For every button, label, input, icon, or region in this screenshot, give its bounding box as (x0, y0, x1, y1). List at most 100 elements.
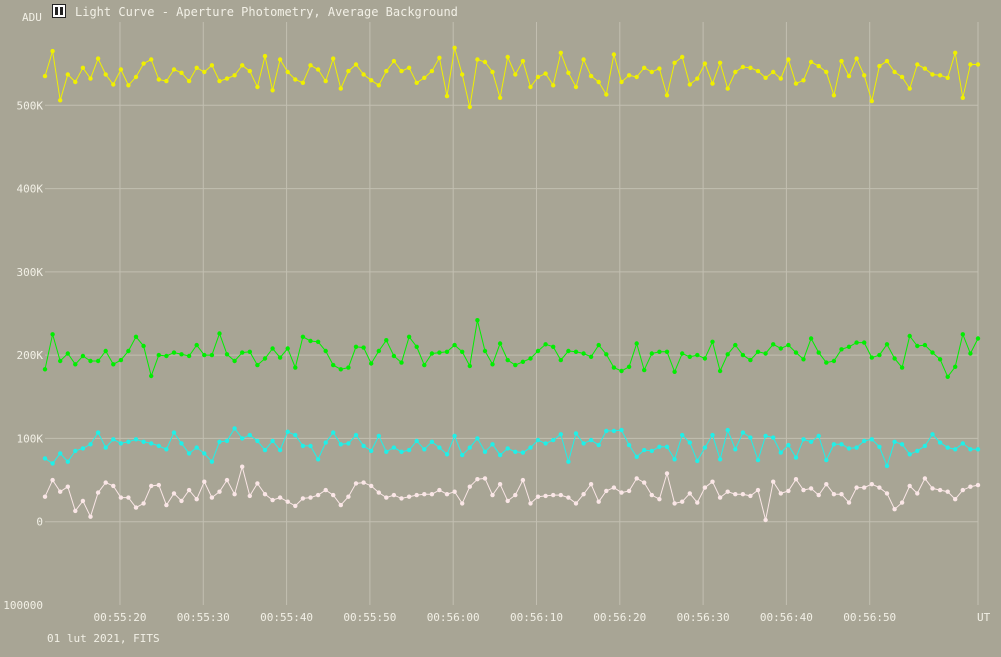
data-point (422, 75, 427, 81)
data-point (513, 72, 518, 77)
data-point (406, 65, 412, 71)
data-point (892, 439, 897, 444)
data-point (179, 352, 184, 357)
data-point (482, 348, 488, 354)
data-point (80, 446, 86, 451)
data-point (308, 63, 313, 68)
data-point (361, 345, 366, 350)
data-point (892, 69, 897, 75)
data-point (604, 428, 609, 434)
data-point (376, 490, 381, 495)
data-point (702, 485, 708, 490)
data-point (133, 505, 139, 510)
data-point (384, 495, 389, 500)
data-point (255, 438, 260, 444)
data-point (118, 357, 124, 363)
x-tick-label: 00:56:50 (843, 611, 896, 624)
data-point (604, 352, 609, 357)
data-point (839, 492, 844, 497)
data-point (846, 446, 852, 451)
data-point (922, 476, 928, 481)
data-point (680, 54, 685, 60)
data-point (467, 445, 472, 450)
data-point (467, 363, 472, 369)
data-point (65, 72, 71, 77)
data-point (649, 69, 654, 75)
data-point (475, 436, 480, 441)
x-axis-label: UT (977, 611, 991, 624)
data-point (186, 487, 192, 493)
data-point (740, 430, 746, 435)
data-point (103, 480, 108, 485)
data-point (960, 441, 965, 446)
data-point (262, 356, 268, 361)
data-point (642, 480, 647, 485)
data-point (846, 73, 852, 79)
data-point (369, 448, 374, 454)
data-point (596, 342, 601, 348)
data-point (786, 342, 791, 348)
data-point (824, 482, 829, 487)
x-tick-label: 00:55:50 (343, 611, 396, 624)
x-tick-label: 00:55:40 (260, 611, 313, 624)
data-point (209, 459, 215, 464)
data-point (581, 492, 586, 497)
data-point (551, 492, 556, 498)
data-point (277, 355, 283, 360)
data-point (771, 479, 776, 484)
data-point (399, 496, 404, 501)
data-point (611, 485, 617, 490)
data-point (763, 517, 768, 523)
data-point (422, 447, 427, 452)
data-point (376, 348, 381, 354)
series-line-3 (44, 464, 979, 521)
data-point (862, 438, 867, 444)
data-point (126, 83, 131, 88)
y-tick-label: 100000 (3, 599, 43, 612)
data-point (80, 353, 86, 359)
data-point (240, 63, 245, 68)
data-point (429, 439, 435, 444)
data-point (907, 86, 912, 91)
data-point (899, 365, 905, 370)
data-point (391, 58, 397, 64)
data-point (156, 482, 161, 488)
data-point (391, 492, 397, 498)
data-point (475, 318, 480, 323)
data-point (680, 432, 685, 438)
data-point (551, 344, 556, 349)
data-point (277, 495, 283, 500)
data-point (657, 497, 662, 502)
data-point (960, 95, 965, 101)
data-point (968, 447, 973, 452)
data-point (634, 454, 639, 459)
data-point (300, 496, 306, 501)
data-point (793, 350, 799, 355)
data-point (831, 358, 837, 364)
data-point (869, 482, 874, 487)
data-point (247, 68, 252, 74)
data-point (657, 444, 662, 449)
data-point (884, 342, 890, 347)
data-point (285, 429, 290, 434)
data-point (58, 98, 63, 103)
data-point (118, 67, 124, 72)
data-point (740, 64, 746, 70)
data-point (520, 58, 526, 64)
data-point (88, 514, 93, 519)
data-point (369, 361, 374, 366)
data-point (535, 494, 541, 499)
data-point (133, 334, 139, 339)
data-point (369, 483, 374, 489)
data-point (194, 65, 199, 71)
data-point (240, 436, 245, 441)
data-point (475, 57, 480, 62)
data-point (376, 433, 381, 439)
data-point (869, 355, 874, 360)
data-point (42, 73, 48, 79)
data-point (308, 338, 313, 344)
y-tick-label: 400K (17, 183, 44, 196)
data-point (88, 76, 93, 81)
data-point (126, 495, 131, 500)
data-point (315, 492, 321, 498)
